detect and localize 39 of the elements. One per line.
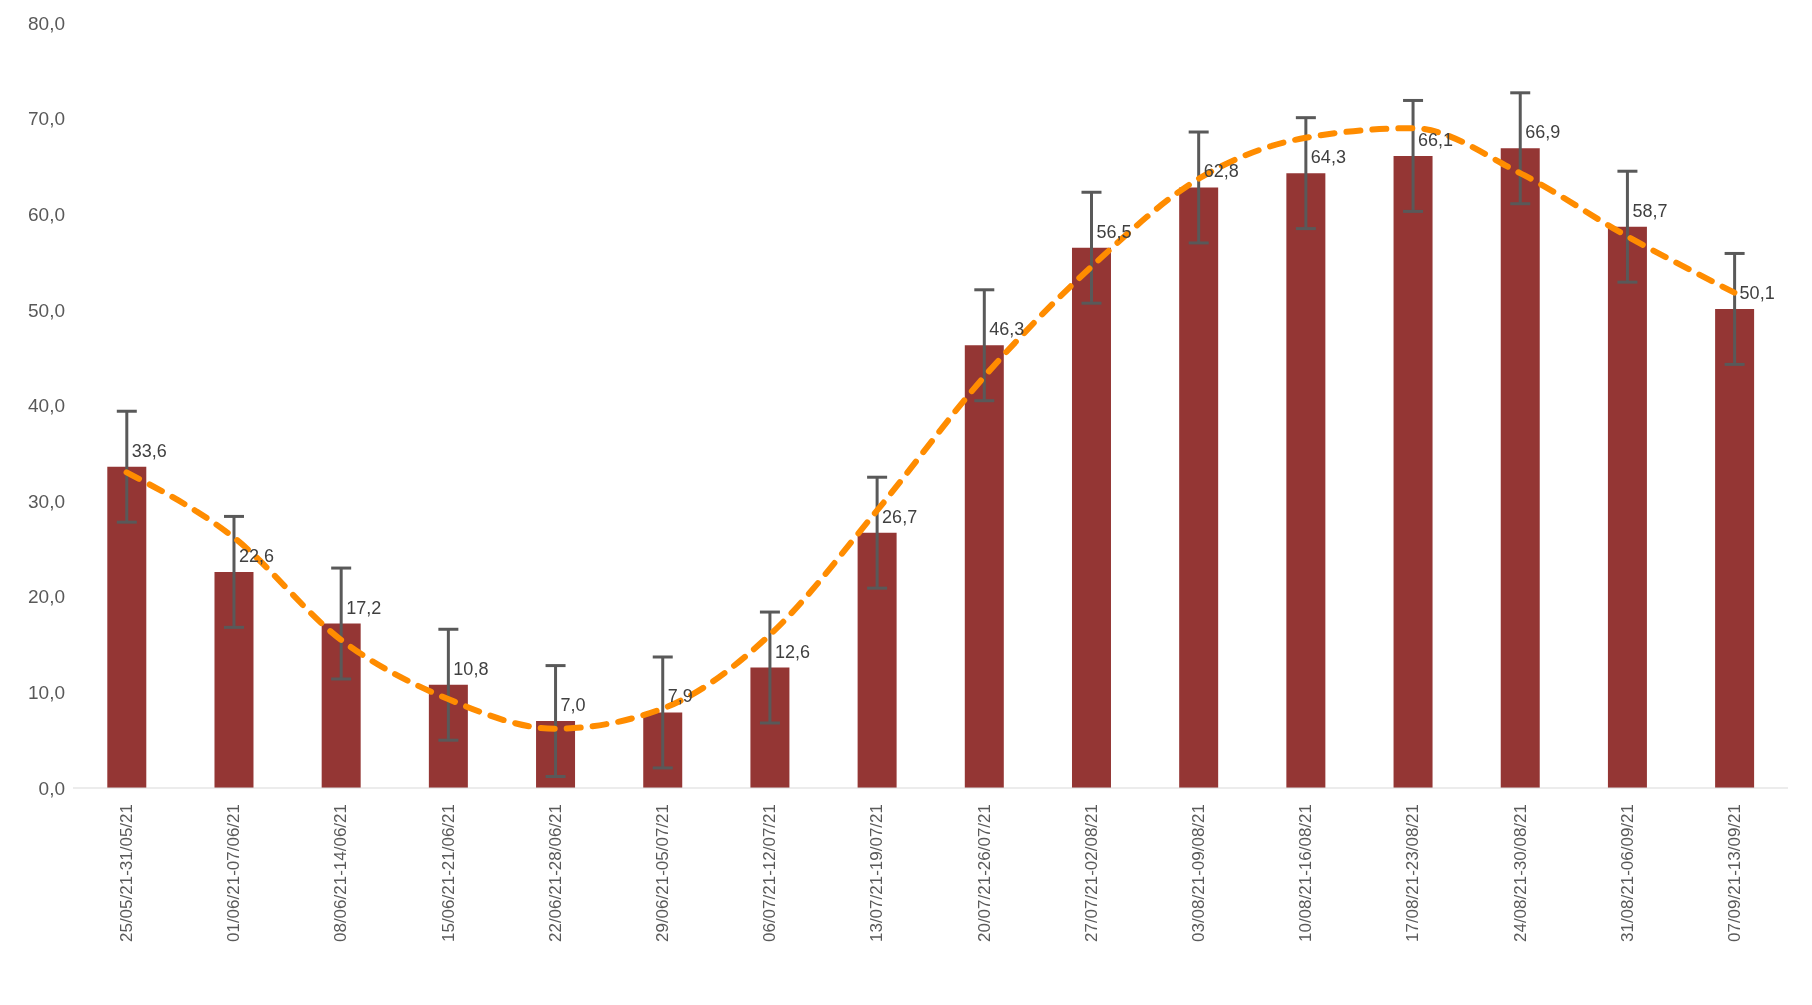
y-tick-label: 10,0 (28, 682, 65, 704)
y-tick-label: 70,0 (28, 108, 65, 130)
y-tick-label: 30,0 (28, 490, 65, 512)
x-tick-label: 15/06/21-21/06/21 (438, 804, 458, 943)
y-tick-label: 50,0 (28, 299, 65, 321)
y-tick-label: 40,0 (28, 395, 65, 417)
x-tick-label: 07/09/21-13/09/21 (1724, 804, 1744, 943)
data-label: 10,8 (453, 658, 489, 679)
x-tick-label: 22/06/21-28/06/21 (545, 804, 565, 943)
data-label: 26,7 (882, 506, 918, 527)
x-tick-label: 31/08/21-06/09/21 (1617, 804, 1637, 943)
y-tick-label: 20,0 (28, 586, 65, 608)
x-tick-label: 27/07/21-02/08/21 (1081, 804, 1101, 943)
data-label: 12,6 (774, 641, 810, 662)
data-label: 58,7 (1632, 200, 1668, 221)
y-tick-label: 60,0 (28, 203, 65, 225)
y-tick-label: 80,0 (28, 12, 65, 34)
y-tick-label: 0,0 (38, 777, 65, 799)
x-tick-label: 13/07/21-19/07/21 (867, 804, 887, 943)
x-tick-label: 20/07/21-26/07/21 (974, 804, 994, 943)
data-label: 33,6 (131, 440, 167, 461)
x-tick-label: 01/06/21-07/06/21 (224, 804, 244, 943)
data-label: 50,1 (1739, 282, 1775, 303)
x-tick-label: 29/06/21-05/07/21 (653, 804, 673, 943)
x-tick-label: 08/06/21-14/06/21 (331, 804, 351, 943)
data-label: 7,0 (560, 695, 586, 716)
x-tick-label: 25/05/21-31/05/21 (117, 804, 137, 943)
x-tick-label: 06/07/21-12/07/21 (760, 804, 780, 943)
data-label: 66,1 (1418, 129, 1454, 150)
x-tick-label: 24/08/21-30/08/21 (1510, 804, 1530, 943)
data-label: 17,2 (346, 597, 382, 618)
data-label: 46,3 (989, 319, 1025, 340)
data-label: 56,5 (1096, 221, 1132, 242)
data-label: 66,9 (1525, 122, 1561, 143)
x-tick-label: 03/08/21-09/08/21 (1188, 804, 1208, 943)
x-tick-label: 10/08/21-16/08/21 (1296, 804, 1316, 943)
data-label: 22,6 (238, 545, 275, 566)
data-label: 64,3 (1310, 147, 1346, 168)
x-tick-label: 17/08/21-23/08/21 (1403, 804, 1423, 943)
